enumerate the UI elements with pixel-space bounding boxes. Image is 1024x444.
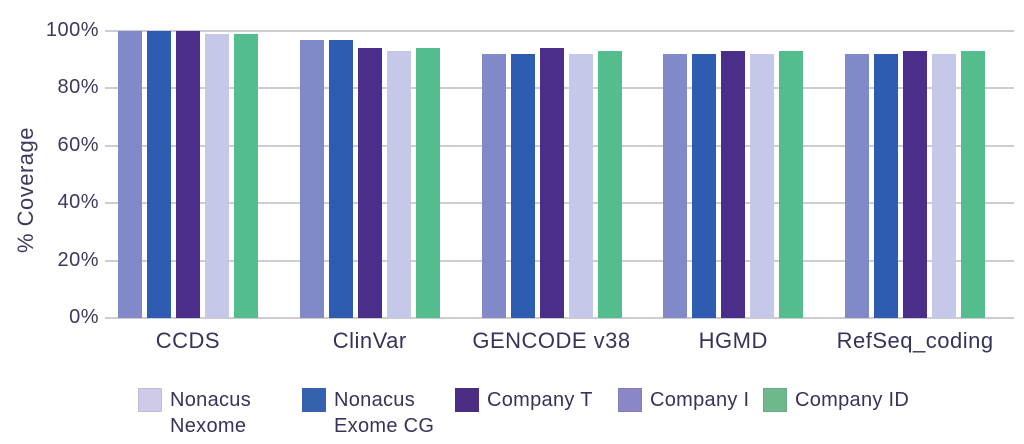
x-category-label: RefSeq_coding <box>836 328 994 353</box>
bar <box>146 31 171 318</box>
legend-label: Nonacus Exome CG <box>334 387 434 439</box>
bar <box>415 48 440 318</box>
legend-label-line: Nonacus <box>334 389 416 411</box>
legend-label-line: Company T <box>487 389 593 411</box>
gridline <box>105 30 1014 32</box>
legend-label-line: Exome CG <box>334 415 435 437</box>
bar <box>510 53 535 318</box>
bar <box>874 53 899 318</box>
y-tick-label: 80% <box>57 76 99 99</box>
bar <box>663 53 688 318</box>
legend-swatch <box>302 388 326 412</box>
legend-label-line: Nexome <box>170 415 247 437</box>
bar <box>204 33 229 318</box>
bar <box>779 51 804 318</box>
bar <box>328 39 353 318</box>
legend-label-line: Nonacus <box>170 389 252 411</box>
y-tick-label: 40% <box>57 191 99 214</box>
y-tick-label: 100% <box>45 19 99 41</box>
y-tick-label: 0% <box>69 306 99 328</box>
legend-item: Company ID <box>763 387 909 413</box>
x-category-label: HGMD <box>698 328 768 353</box>
legend-label: Nonacus Nexome <box>170 387 251 439</box>
legend-item: Nonacus Nexome <box>138 387 251 439</box>
x-category-label: CCDS <box>155 328 221 353</box>
bar <box>932 53 957 318</box>
x-category-label: GENCODE v38 <box>472 328 631 353</box>
x-category-label: ClinVar <box>332 328 407 353</box>
bar <box>117 31 142 318</box>
legend-label: Company T <box>487 387 593 413</box>
bar <box>903 51 928 318</box>
bar <box>597 51 622 318</box>
legend-label-line: Company ID <box>795 389 910 411</box>
legend-swatch <box>138 388 162 412</box>
legend-label-line: Company I <box>650 389 750 411</box>
bar <box>845 53 870 318</box>
bar <box>299 39 324 318</box>
bar <box>539 48 564 318</box>
bar <box>481 53 506 318</box>
legend-swatch <box>618 388 642 412</box>
bar <box>961 51 986 318</box>
legend-swatch <box>455 388 479 412</box>
legend-item: Company T <box>455 387 593 413</box>
y-tick-label: 20% <box>57 248 99 271</box>
bar <box>721 51 746 318</box>
legend-item: Company I <box>618 387 749 413</box>
bar <box>233 33 258 318</box>
bar <box>568 53 593 318</box>
legend-label: Company ID <box>795 387 909 413</box>
y-tick-label: 60% <box>57 133 99 156</box>
bar <box>692 53 717 318</box>
bar <box>386 51 411 318</box>
legend-swatch <box>763 388 787 412</box>
legend-item: Nonacus Exome CG <box>302 387 434 439</box>
gridline <box>105 317 1014 319</box>
bar <box>357 48 382 318</box>
legend-label: Company I <box>650 387 749 413</box>
bar <box>750 53 775 318</box>
bar <box>175 31 200 318</box>
